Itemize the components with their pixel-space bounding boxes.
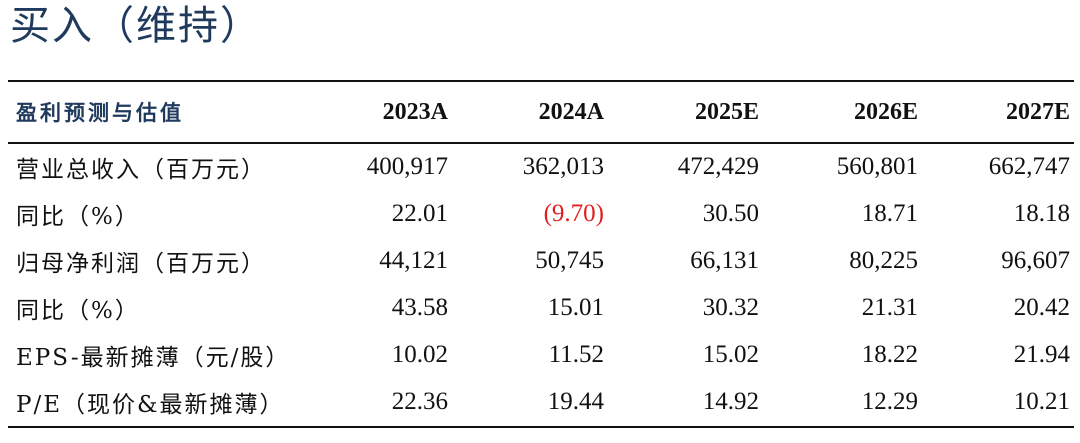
table-header-row: 盈利预测与估值 2023A 2024A 2025E 2026E 2027E (8, 82, 1074, 142)
row-label: 同比（%） (16, 298, 140, 324)
table-cell: 11.52 (548, 341, 604, 368)
table-cell: 30.32 (702, 294, 759, 321)
row-label: 同比（%） (16, 204, 140, 230)
table-bottom-rule (8, 425, 1074, 428)
table-row: 同比（%） 43.58 15.01 30.32 21.31 20.42 (8, 285, 1074, 332)
table-cell: 96,607 (1001, 247, 1070, 274)
rating-title: 买入（维持） (10, 3, 262, 49)
header-year: 2024A (538, 98, 604, 125)
table-cell: 12.29 (861, 388, 918, 415)
table-cell: 22.36 (391, 388, 448, 415)
table-cell: 400,917 (366, 153, 448, 180)
header-year: 2026E (853, 98, 918, 125)
row-label: P/E（现价&最新摊薄） (16, 392, 285, 418)
table-cell: 50,745 (535, 247, 604, 274)
table-cell: 18.22 (861, 341, 918, 368)
table-header-rule (8, 142, 1074, 144)
table-cell: 44,121 (379, 247, 448, 274)
table-cell: 15.02 (702, 341, 759, 368)
table-row: 归母净利润（百万元） 44,121 50,745 66,131 80,225 9… (8, 238, 1074, 285)
table-row: EPS-最新摊薄（元/股） 10.02 11.52 15.02 18.22 21… (8, 332, 1074, 379)
table-cell: 14.92 (702, 388, 759, 415)
negative-value-cell: (9.70) (543, 200, 604, 227)
table-cell: 362,013 (522, 153, 604, 180)
table-cell: 66,131 (690, 247, 759, 274)
table-cell: 19.44 (547, 388, 604, 415)
table-cell: 472,429 (677, 153, 759, 180)
table-cell: 18.71 (861, 200, 918, 227)
table-cell: 560,801 (836, 153, 918, 180)
row-label: 营业总收入（百万元） (16, 157, 266, 183)
header-year: 2027E (1005, 98, 1070, 125)
table-row: P/E（现价&最新摊薄） 22.36 19.44 14.92 12.29 10.… (8, 379, 1074, 426)
table-top-rule (8, 80, 1074, 82)
table-cell: 43.58 (391, 294, 448, 321)
table-row: 同比（%） 22.01 (9.70) 30.50 18.71 18.18 (8, 191, 1074, 238)
table-cell: 10.02 (391, 341, 448, 368)
header-label: 盈利预测与估值 (16, 101, 184, 125)
earnings-forecast-table: 盈利预测与估值 2023A 2024A 2025E 2026E 2027E 营业… (8, 80, 1074, 428)
table-cell: 30.50 (702, 200, 759, 227)
table-cell: 662,747 (988, 153, 1070, 180)
table-cell: 15.01 (547, 294, 604, 321)
header-year: 2025E (694, 98, 759, 125)
table-cell: 20.42 (1013, 294, 1070, 321)
table-cell: 80,225 (849, 247, 918, 274)
table-cell: 21.31 (861, 294, 918, 321)
table-row: 营业总收入（百万元） 400,917 362,013 472,429 560,8… (8, 144, 1074, 191)
table-cell: 22.01 (391, 200, 448, 227)
table-cell: 10.21 (1013, 388, 1070, 415)
header-year: 2023A (382, 98, 448, 125)
table-cell: 21.94 (1013, 341, 1070, 368)
row-label: EPS-最新摊薄（元/股） (16, 345, 291, 371)
table-cell: 18.18 (1013, 200, 1070, 227)
row-label: 归母净利润（百万元） (16, 251, 266, 277)
